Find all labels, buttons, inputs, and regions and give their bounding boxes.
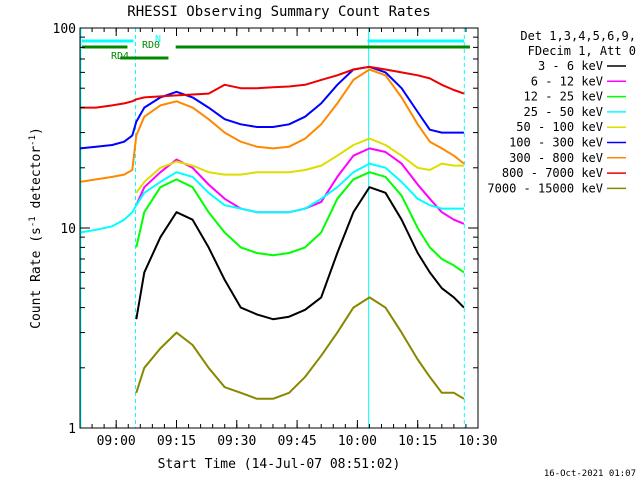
series-line-5 [79,65,464,150]
legend-label-8: 7000 - 15000 keV [487,181,603,195]
x-tick-label-0: 09:00 [97,434,136,449]
y-axis-label-sup1: -1 [28,216,38,227]
x-axis-ticks: 09:00 09:15 09:30 09:45 10:00 10:15 10:30 [79,28,498,449]
series-line-2 [135,171,465,274]
flag-label-0: N [155,34,161,45]
y-axis-label-part1: Count Rate (s [29,227,44,329]
x-tick-label-5: 10:15 [398,434,437,449]
flag-label-1: RD0 [142,40,160,51]
legend-header-0: Det 1,3,4,5,6,9, [520,29,636,43]
footer-date: 16-Oct-2021 01:07 [544,469,636,479]
series-line-8 [135,296,465,400]
series-line-0 [135,186,465,321]
legend-label-1: 6 - 12 keV [531,74,603,88]
legend-label-3: 25 - 50 keV [524,105,603,119]
y-tick-label-0: 1 [68,422,76,437]
series-line-7 [80,65,465,109]
flag-label-2: RD4 [111,51,129,62]
legend-label-2: 12 - 25 keV [524,90,603,104]
x-tick-label-1: 09:15 [157,434,196,449]
legend-label-4: 50 - 100 keV [516,120,603,134]
x-tick-label-6: 10:30 [458,434,497,449]
x-tick-label-4: 10:00 [338,434,377,449]
x-tick-label-3: 09:45 [278,434,317,449]
x-tick-label-2: 09:30 [217,434,256,449]
y-axis-label-part2: detector [29,146,44,217]
legend-label-6: 300 - 800 keV [509,151,603,165]
y-axis-label-sup2: -1 [28,135,38,146]
legend-label-5: 100 - 300 keV [509,136,603,150]
series-line-3 [79,162,464,234]
legend-label-0: 3 - 6 keV [538,59,603,73]
series-line-6 [79,68,465,183]
y-tick-label-2: 100 [53,22,76,37]
chart-title: RHESSI Observing Summary Count Rates [127,4,430,20]
legend-header-1: FDecim 1, Att 0 [528,44,636,58]
y-axis-label-part3: ) [29,127,44,135]
y-axis-ticks: 1 10 100 [53,22,478,437]
y-axis-label: Count Rate (s-1 detector-1) [28,127,44,329]
plot-area [79,28,465,428]
x-axis-label: Start Time (14-Jul-07 08:51:02) [158,457,401,472]
series-line-4 [135,137,464,194]
legend: Det 1,3,4,5,6,9,FDecim 1, Att 03 - 6 keV… [487,29,636,195]
legend-label-7: 800 - 7000 keV [502,166,603,180]
series-line-1 [135,147,465,225]
y-tick-label-1: 10 [60,222,76,237]
